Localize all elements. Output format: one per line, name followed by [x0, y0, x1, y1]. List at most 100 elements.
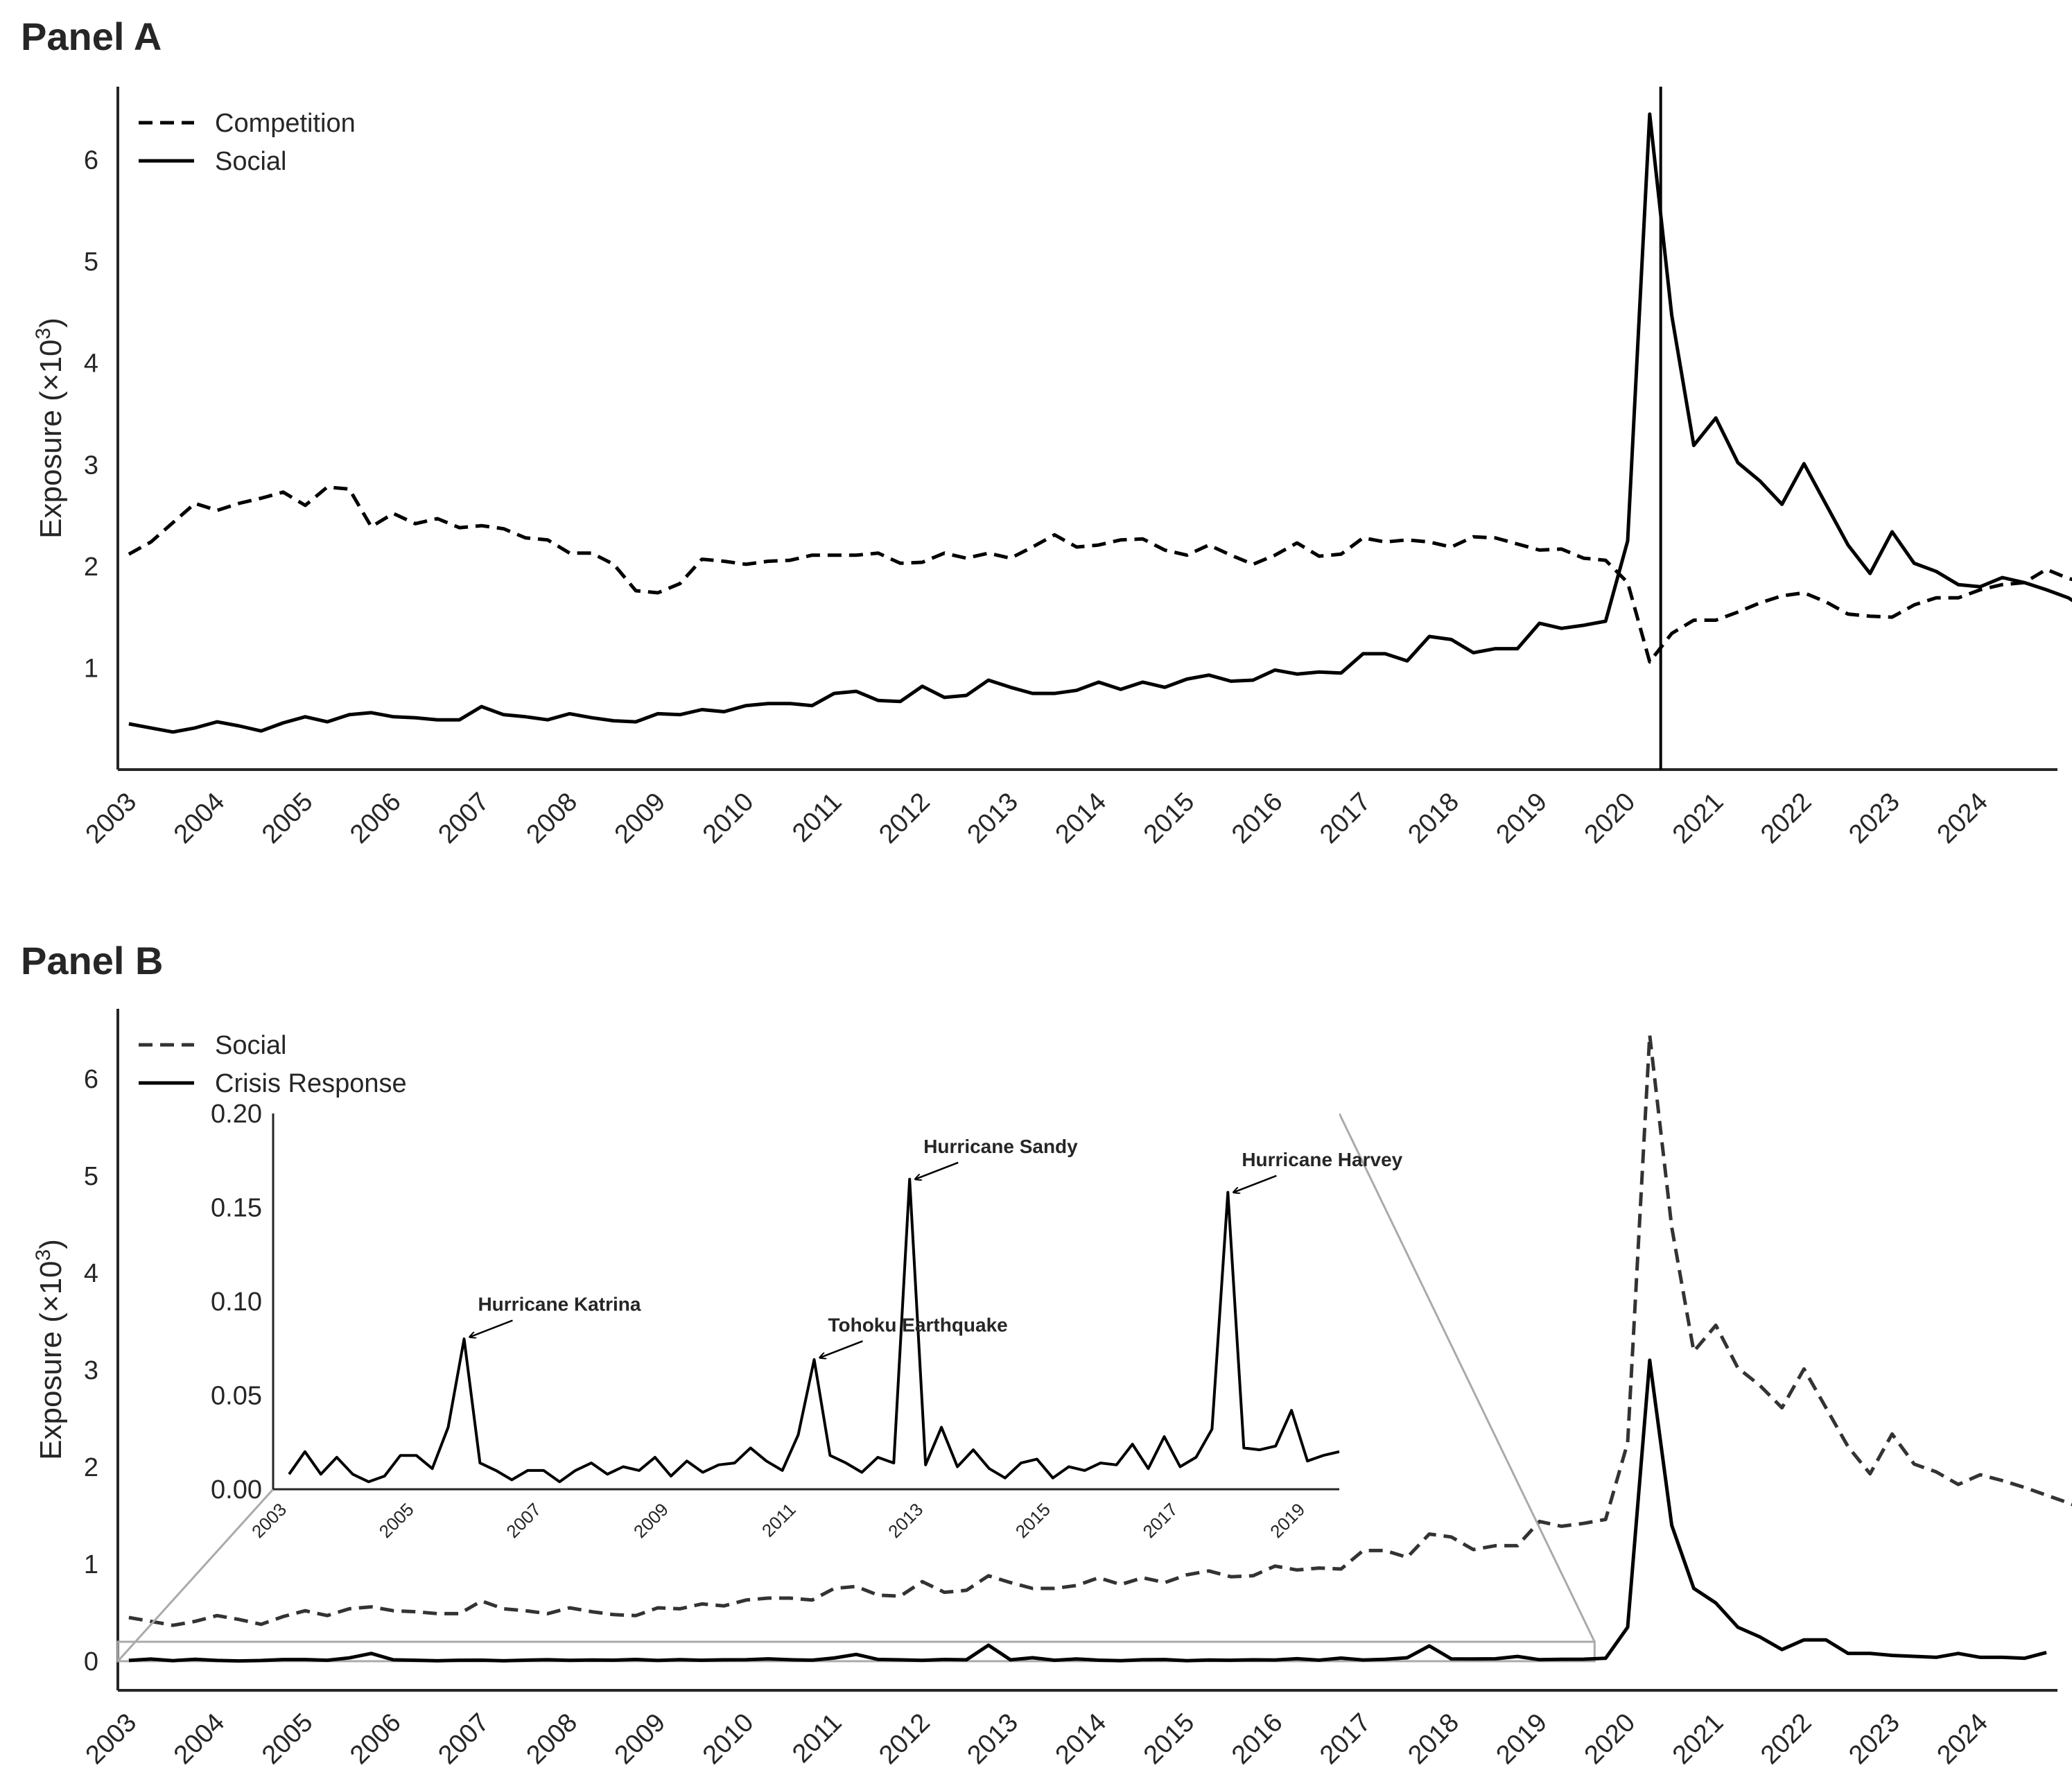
annotation-arrow	[915, 1161, 959, 1179]
inset-chart: 0.00 0.05 0.10 0.15 0.20 2003 2005 2007 2009 2011…	[116, 1100, 1596, 1662]
x-tick-label: 2019	[1491, 787, 1553, 849]
y-tick-label: 0	[84, 1647, 98, 1676]
x-tick-label: 2008	[521, 1708, 583, 1769]
x-tick-label: 2012	[873, 787, 935, 849]
legend-label: Crisis Response	[215, 1069, 407, 1098]
legend-label: Competition	[215, 109, 356, 138]
inset-x-tick-label: 2019	[1266, 1499, 1309, 1542]
x-tick-label: 2007	[433, 787, 494, 849]
inset-x-tick-label: 2005	[375, 1499, 418, 1542]
y-axis-label-close: )	[34, 318, 68, 328]
x-tick-label: 2018	[1402, 787, 1464, 849]
panel-b: Panel B 0 1 2 3 4 5 6 2003 2004 2005 2006 2007 2008 20…	[21, 939, 2072, 1770]
y-tick-label: 5	[84, 1162, 98, 1191]
y-tick-label: 6	[84, 1065, 98, 1094]
x-tick-label: 2004	[168, 787, 230, 849]
y-axis-label-main: Exposure (×10	[34, 339, 68, 538]
annotation-arrow	[1233, 1174, 1277, 1193]
annotation-label: Tohoku Earthquake	[828, 1314, 1007, 1335]
panel-a: Panel A 1 2 3 4 5 6 2003 2004 2005 2006 2007 2008 200…	[21, 15, 2072, 849]
legend-label: Social	[215, 147, 287, 176]
y-tick-label: 4	[84, 1259, 98, 1288]
x-tick-label: 2015	[1138, 787, 1200, 849]
x-tick-label: 2008	[521, 787, 583, 849]
annotation-arrow	[469, 1319, 513, 1337]
x-tick-label: 2021	[1667, 787, 1729, 849]
y-tick-label: 4	[84, 349, 98, 379]
series-line-social	[128, 1033, 2072, 1627]
x-tick-label: 2016	[1226, 1708, 1288, 1769]
y-axis-label-sup: 3	[32, 328, 55, 340]
annotation-arrow	[819, 1340, 863, 1358]
panel-title: Panel A	[21, 15, 162, 58]
x-tick-label: 2013	[962, 787, 1024, 849]
zoom-box	[116, 1640, 1596, 1663]
x-tick-label: 2011	[787, 787, 847, 847]
inset-x-tick-label: 2007	[502, 1499, 545, 1542]
panel-title: Panel B	[21, 939, 163, 982]
x-tick-label: 2003	[80, 787, 142, 849]
inset-x-tick-label: 2015	[1011, 1499, 1054, 1542]
series-line-social	[128, 112, 2072, 734]
x-tick-label: 2022	[1755, 1708, 1817, 1769]
x-tick-label: 2023	[1843, 1708, 1905, 1769]
inset-y-tick-label: 0.10	[211, 1288, 262, 1317]
x-tick-label: 2022	[1755, 787, 1817, 849]
zoom-connector	[116, 1488, 275, 1662]
x-tick-label: 2024	[1932, 1708, 1994, 1769]
legend-label: Social	[215, 1031, 287, 1060]
x-tick-label: 2017	[1314, 1708, 1376, 1769]
inset-background	[273, 1113, 1339, 1489]
x-tick-label: 2024	[1932, 787, 1994, 849]
y-axis-label-close: )	[34, 1239, 68, 1249]
x-tick-label: 2009	[609, 1708, 671, 1769]
x-tick-label: 2010	[697, 1708, 759, 1769]
x-tick-label: 2012	[873, 1708, 935, 1769]
x-tick-label: 2016	[1226, 787, 1288, 849]
y-axis-label: Exposure (×103)	[32, 318, 68, 539]
x-tick-label: 2009	[609, 787, 671, 849]
x-tick-label: 2007	[433, 1708, 494, 1769]
x-tick-label: 2006	[345, 1708, 406, 1769]
inset-x-tick-label: 2011	[758, 1499, 800, 1541]
zoom-connector	[1338, 1113, 1596, 1642]
y-axis-label: Exposure (×103)	[32, 1239, 68, 1460]
x-tick-label: 2004	[168, 1708, 230, 1769]
annotation-label: Hurricane Katrina	[478, 1293, 641, 1315]
x-tick-label: 2010	[697, 787, 759, 849]
x-tick-label: 2015	[1138, 1708, 1200, 1769]
y-tick-label: 3	[84, 451, 98, 480]
inset-y-tick-label: 0.05	[211, 1382, 262, 1411]
x-tick-label: 2014	[1050, 1708, 1112, 1769]
y-tick-label: 6	[84, 146, 98, 175]
x-tick-label: 2018	[1402, 1708, 1464, 1769]
x-tick-label: 2014	[1050, 787, 1112, 849]
inset-x-tick-label: 2003	[247, 1499, 290, 1542]
annotation-label: Hurricane Harvey	[1242, 1149, 1402, 1170]
y-tick-label: 1	[84, 654, 98, 683]
x-tick-label: 2023	[1843, 787, 1905, 849]
annotation-label: Hurricane Sandy	[923, 1136, 1078, 1157]
x-tick-label: 2005	[256, 787, 318, 849]
x-tick-label: 2017	[1314, 787, 1376, 849]
x-tick-label: 2003	[80, 1708, 142, 1769]
x-tick-label: 2013	[962, 1708, 1024, 1769]
x-tick-label: 2006	[345, 787, 406, 849]
x-tick-label: 2019	[1491, 1708, 1553, 1769]
y-tick-label: 3	[84, 1356, 98, 1385]
x-tick-label: 2011	[787, 1708, 847, 1768]
x-tick-label: 2021	[1667, 1708, 1729, 1769]
inset-x-tick-label: 2013	[884, 1499, 927, 1542]
y-axis-label-sup: 3	[32, 1249, 55, 1261]
y-axis-label-main: Exposure (×10	[34, 1260, 68, 1459]
y-tick-label: 1	[84, 1550, 98, 1579]
inset-x-tick-label: 2009	[629, 1499, 672, 1542]
y-tick-label: 2	[84, 1453, 98, 1482]
series-line-competition	[128, 485, 2072, 664]
inset-y-tick-label: 0.00	[211, 1475, 262, 1505]
x-tick-label: 2005	[256, 1708, 318, 1769]
inset-series-line	[288, 1177, 1340, 1484]
inset-y-tick-label: 0.20	[211, 1100, 262, 1129]
inset-x-tick-label: 2017	[1138, 1499, 1181, 1542]
